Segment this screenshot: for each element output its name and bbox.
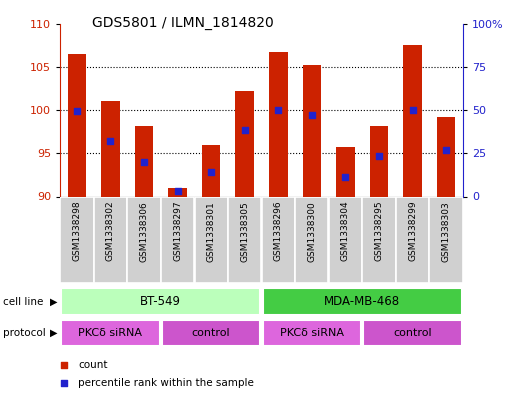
Text: GSM1338295: GSM1338295	[374, 201, 383, 261]
FancyBboxPatch shape	[329, 196, 362, 283]
Point	[140, 159, 148, 165]
Bar	[67, 54, 86, 196]
Text: GSM1338304: GSM1338304	[341, 201, 350, 261]
Text: PKCδ siRNA: PKCδ siRNA	[280, 328, 344, 338]
Point	[274, 107, 282, 113]
Text: PKCδ siRNA: PKCδ siRNA	[78, 328, 142, 338]
FancyBboxPatch shape	[195, 196, 228, 283]
FancyBboxPatch shape	[60, 196, 94, 283]
FancyBboxPatch shape	[162, 320, 260, 346]
Bar	[437, 117, 456, 196]
Text: GSM1338303: GSM1338303	[441, 201, 451, 262]
Bar	[168, 188, 187, 196]
FancyBboxPatch shape	[263, 288, 462, 315]
FancyBboxPatch shape	[262, 196, 295, 283]
Text: ▶: ▶	[50, 297, 57, 307]
Point	[442, 147, 450, 153]
Point	[375, 153, 383, 159]
FancyBboxPatch shape	[61, 288, 260, 315]
Bar	[135, 126, 153, 196]
Point	[341, 173, 349, 180]
Point	[294, 113, 302, 119]
Text: GSM1338306: GSM1338306	[140, 201, 149, 262]
Text: protocol: protocol	[3, 328, 46, 338]
Text: GSM1338302: GSM1338302	[106, 201, 115, 261]
Bar	[403, 45, 422, 196]
FancyBboxPatch shape	[61, 320, 160, 346]
Text: count: count	[78, 360, 108, 370]
Bar	[370, 126, 388, 196]
Text: GSM1338301: GSM1338301	[207, 201, 215, 262]
Text: MDA-MB-468: MDA-MB-468	[324, 295, 400, 308]
Text: GSM1338299: GSM1338299	[408, 201, 417, 261]
FancyBboxPatch shape	[228, 196, 262, 283]
Text: control: control	[192, 328, 231, 338]
Text: GDS5801 / ILMN_1814820: GDS5801 / ILMN_1814820	[93, 16, 274, 30]
Bar	[269, 52, 288, 196]
Text: cell line: cell line	[3, 297, 43, 307]
Point	[308, 112, 316, 118]
Bar	[336, 147, 355, 196]
Text: percentile rank within the sample: percentile rank within the sample	[78, 378, 254, 388]
Bar	[235, 91, 254, 196]
Text: ▶: ▶	[50, 328, 57, 338]
Point	[73, 108, 81, 114]
Point	[174, 188, 182, 195]
Bar	[101, 101, 120, 196]
Point	[241, 127, 249, 133]
FancyBboxPatch shape	[429, 196, 463, 283]
Bar	[303, 65, 321, 196]
Text: GSM1338305: GSM1338305	[240, 201, 249, 262]
Point	[207, 169, 215, 175]
Text: GSM1338300: GSM1338300	[308, 201, 316, 262]
FancyBboxPatch shape	[295, 196, 328, 283]
Point	[294, 281, 302, 287]
Text: BT-549: BT-549	[140, 295, 181, 308]
FancyBboxPatch shape	[128, 196, 161, 283]
FancyBboxPatch shape	[363, 320, 462, 346]
Point	[408, 107, 417, 113]
Text: GSM1338298: GSM1338298	[72, 201, 82, 261]
Text: GSM1338296: GSM1338296	[274, 201, 283, 261]
FancyBboxPatch shape	[362, 196, 395, 283]
FancyBboxPatch shape	[94, 196, 127, 283]
FancyBboxPatch shape	[161, 196, 194, 283]
Bar	[202, 145, 220, 196]
Point	[106, 138, 115, 144]
Text: GSM1338297: GSM1338297	[173, 201, 182, 261]
Text: control: control	[393, 328, 432, 338]
FancyBboxPatch shape	[396, 196, 429, 283]
FancyBboxPatch shape	[263, 320, 361, 346]
